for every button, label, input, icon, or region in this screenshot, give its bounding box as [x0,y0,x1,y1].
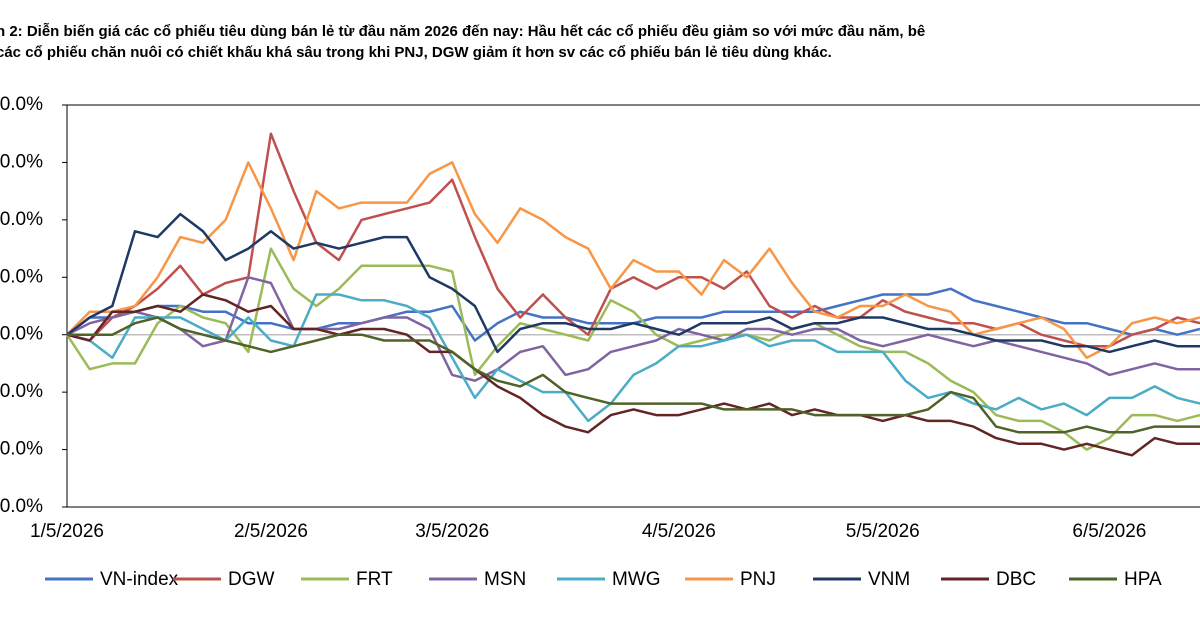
legend-label: HPA [1124,569,1162,590]
y-tick-label: 20.0% [0,209,43,230]
chart-title: n 2: Diễn biến giá các cổ phiếu tiêu dùn… [0,23,925,40]
legend-label: PNJ [740,569,776,590]
y-tick-label: 40.0% [0,94,43,115]
x-tick-label: 5/5/2026 [846,521,920,542]
series-line [66,293,1200,423]
legend-label: MWG [612,569,661,590]
x-tick-label: 1/5/2026 [30,521,104,542]
y-tick-label: 30.0% [0,151,43,172]
x-tick-label: 3/5/2026 [415,521,489,542]
legend-label: MSN [484,569,526,590]
legend-label: VN-index [100,569,179,590]
series-line [66,287,1200,342]
series-line [66,276,1200,382]
chart-title: các cổ phiếu chăn nuôi có chiết khấu khá… [0,44,832,61]
x-tick-label: 4/5/2026 [642,521,716,542]
y-tick-label: 10.0% [0,266,43,287]
series-line [67,316,1200,434]
series-line [65,247,1200,451]
y-tick-label: 0.0% [0,324,43,345]
plot-frame [66,104,1200,508]
x-tick-label: 2/5/2026 [234,521,308,542]
y-tick-label: -20.0% [0,439,43,460]
legend-label: VNM [868,569,910,590]
legend-label: FRT [356,569,393,590]
x-tick-label: 6/5/2026 [1072,521,1146,542]
series-line [66,161,1200,359]
series-line [66,212,1200,354]
series-line [66,293,1200,457]
legend-label: DGW [228,569,275,590]
y-tick-label: -10.0% [0,381,43,402]
y-tick-label: -30.0% [0,496,43,517]
legend-label: DBC [996,569,1036,590]
